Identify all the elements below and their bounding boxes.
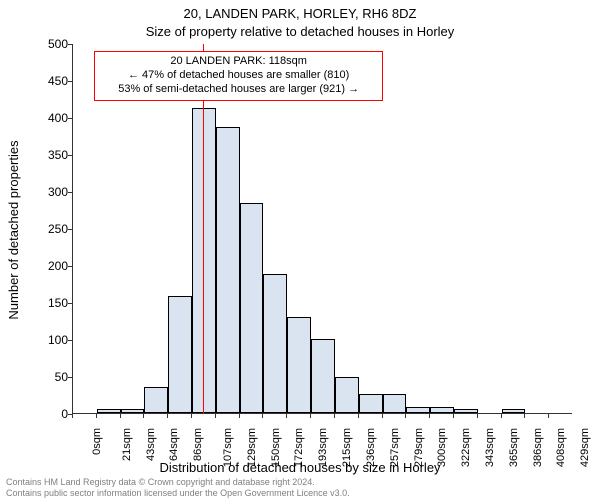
histogram-bar (121, 409, 145, 413)
histogram-bar (263, 274, 287, 413)
x-tick-mark (167, 414, 168, 418)
y-tick-label: 350 (28, 148, 68, 162)
x-tick-mark (191, 414, 192, 418)
x-tick-mark (429, 414, 430, 418)
histogram-bar (430, 407, 454, 413)
x-tick-mark (477, 414, 478, 418)
x-tick-mark (310, 414, 311, 418)
x-tick-label: 300sqm (436, 428, 448, 467)
y-tick-label: 450 (28, 74, 68, 88)
y-tick-label: 0 (28, 407, 68, 421)
x-tick-label: 193sqm (317, 428, 329, 467)
x-tick-mark (120, 414, 121, 418)
histogram-bar (383, 394, 407, 413)
x-tick-label: 64sqm (168, 428, 180, 461)
y-tick-label: 300 (28, 185, 68, 199)
x-tick-label: 215sqm (341, 428, 353, 467)
x-tick-label: 86sqm (192, 428, 204, 461)
x-tick-label: 322sqm (460, 428, 472, 467)
y-tick-label: 200 (28, 259, 68, 273)
footer-line-2: Contains public sector information licen… (6, 488, 350, 498)
x-tick-label: 365sqm (508, 428, 520, 467)
x-tick-label: 386sqm (532, 428, 544, 467)
x-tick-label: 21sqm (121, 428, 133, 461)
x-tick-mark (548, 414, 549, 418)
histogram-bar (454, 409, 478, 413)
y-tick-mark (68, 266, 72, 267)
y-axis-label: Number of detached properties (6, 140, 21, 319)
x-tick-mark (358, 414, 359, 418)
y-tick-mark (68, 155, 72, 156)
histogram-bar (311, 339, 335, 413)
x-tick-mark (524, 414, 525, 418)
annotation-line: 20 LANDEN PARK: 118sqm (101, 55, 376, 69)
histogram-bar (168, 296, 192, 413)
x-tick-mark (382, 414, 383, 418)
x-tick-label: 0sqm (91, 428, 103, 455)
x-tick-label: 107sqm (222, 428, 234, 467)
y-tick-mark (68, 44, 72, 45)
y-tick-label: 500 (28, 37, 68, 51)
y-tick-mark (68, 118, 72, 119)
chart-title-sub: Size of property relative to detached ho… (0, 24, 600, 39)
histogram-bar (406, 407, 430, 413)
annotation-line: ← 47% of detached houses are smaller (81… (101, 69, 376, 83)
histogram-bar (502, 409, 526, 413)
x-tick-label: 236sqm (365, 428, 377, 467)
histogram-bar (97, 409, 121, 413)
x-tick-label: 279sqm (413, 428, 425, 467)
histogram-bar (287, 317, 311, 413)
x-tick-mark (262, 414, 263, 418)
y-tick-label: 150 (28, 296, 68, 310)
x-tick-label: 150sqm (270, 428, 282, 467)
x-tick-label: 257sqm (389, 428, 401, 467)
footer-line-1: Contains HM Land Registry data © Crown c… (6, 477, 350, 487)
x-tick-label: 429sqm (579, 428, 591, 467)
x-tick-mark (334, 414, 335, 418)
x-tick-mark (405, 414, 406, 418)
y-tick-mark (68, 192, 72, 193)
y-tick-label: 100 (28, 333, 68, 347)
y-tick-label: 400 (28, 111, 68, 125)
x-tick-label: 43sqm (145, 428, 157, 461)
histogram-bar (216, 127, 240, 413)
y-tick-mark (68, 340, 72, 341)
x-tick-mark (453, 414, 454, 418)
x-tick-label: 343sqm (484, 428, 496, 467)
x-tick-mark (239, 414, 240, 418)
x-tick-mark (96, 414, 97, 418)
y-tick-label: 50 (28, 370, 68, 384)
y-tick-mark (68, 229, 72, 230)
y-tick-mark (68, 303, 72, 304)
histogram-bar (240, 203, 264, 413)
x-tick-mark (286, 414, 287, 418)
annotation-box: 20 LANDEN PARK: 118sqm← 47% of detached … (94, 51, 383, 100)
histogram-bar (144, 387, 168, 413)
x-tick-mark (215, 414, 216, 418)
x-tick-label: 172sqm (294, 428, 306, 467)
x-tick-mark (143, 414, 144, 418)
x-tick-mark (501, 414, 502, 418)
x-tick-label: 129sqm (246, 428, 258, 467)
y-tick-label: 250 (28, 222, 68, 236)
histogram-bar (335, 377, 359, 413)
footer-attribution: Contains HM Land Registry data © Crown c… (6, 477, 350, 498)
histogram-bar (359, 394, 383, 413)
y-tick-mark (68, 81, 72, 82)
x-tick-label: 408sqm (556, 428, 568, 467)
x-tick-mark (72, 414, 73, 418)
chart-title-main: 20, LANDEN PARK, HORLEY, RH6 8DZ (0, 6, 600, 21)
y-tick-mark (68, 377, 72, 378)
annotation-line: 53% of semi-detached houses are larger (… (101, 83, 376, 97)
